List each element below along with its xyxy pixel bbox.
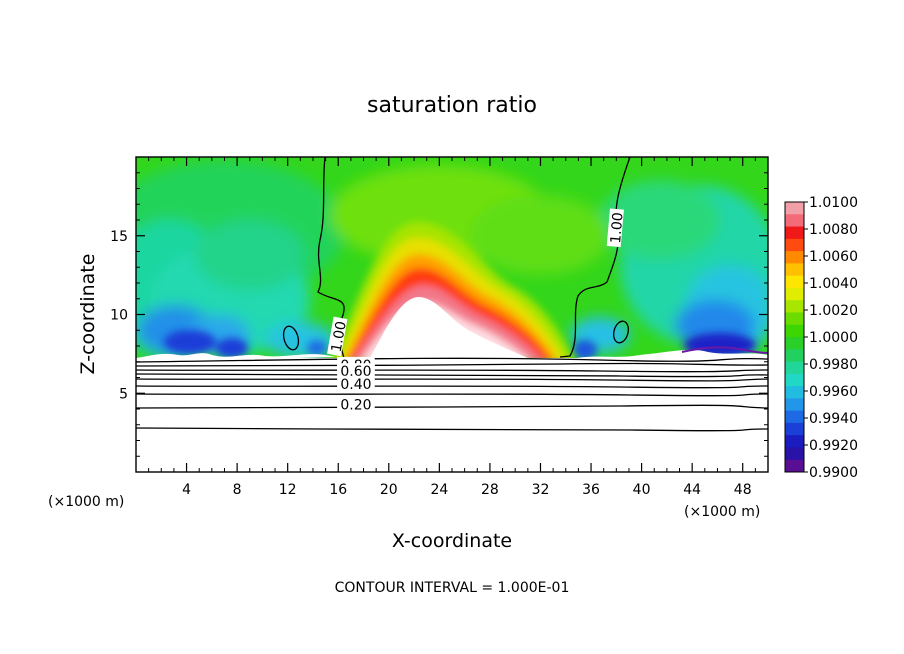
contour-label-group: 0.40 — [337, 375, 375, 393]
contour-line — [136, 404, 768, 409]
colorbar-segment — [785, 459, 804, 473]
x-tick-label: 44 — [683, 482, 701, 498]
colorbar-segment — [785, 300, 804, 313]
contour-label-bg — [606, 208, 624, 248]
colorbar-segment — [785, 275, 804, 289]
colorbar-label: 0.9980 — [809, 357, 858, 373]
colorbar-segment — [785, 398, 804, 412]
colorbar: 1.0100 1.0080 1.0060 1.0040 1.0020 1.0000 0.99… — [784, 195, 858, 481]
colorbar-label: 0.9920 — [809, 438, 858, 454]
colorbar-segment — [785, 422, 804, 436]
colorbar-segment — [785, 251, 804, 264]
colorbar-segment — [785, 214, 804, 228]
contour-line — [136, 393, 768, 397]
x-tick-label: 40 — [633, 482, 651, 498]
field-patch — [600, 180, 720, 260]
x-axis-label: X-coordinate — [392, 530, 512, 552]
colorbar-label: 1.0000 — [809, 330, 858, 346]
y-tick-label: 15 — [110, 229, 128, 245]
y-tick-label: 10 — [110, 308, 128, 324]
colorbar-segment — [785, 263, 804, 277]
contour-line — [136, 427, 768, 432]
contour-interval-note: CONTOUR INTERVAL = 1.000E-01 — [335, 580, 570, 596]
colorbar-segment — [785, 202, 804, 215]
colorbar-label: 1.0060 — [809, 249, 858, 265]
colorbar-segment — [785, 324, 804, 338]
contour-label-group: 0.20 — [337, 396, 375, 413]
contour-label: 1.00 — [608, 212, 627, 244]
y-axis-label: Z-coordinate — [77, 254, 99, 375]
colorbar-segment — [785, 386, 804, 399]
field-patch — [307, 340, 327, 356]
colorbar-segment — [785, 435, 804, 448]
x-tick-label: 12 — [279, 482, 297, 498]
x-tick-label: 32 — [532, 482, 550, 498]
colorbar-segment — [785, 361, 804, 375]
field-patch — [573, 340, 597, 360]
x-tick-label: 20 — [380, 482, 398, 498]
x-tick-label: 24 — [430, 482, 448, 498]
colorbar-label: 1.0040 — [809, 276, 858, 292]
y-tick-label: 5 — [119, 386, 128, 402]
contour-label-layer: 1.001.000.800.600.400.20 — [327, 208, 627, 413]
colorbar-segment — [785, 238, 804, 252]
colorbar-label: 1.0080 — [809, 222, 858, 238]
x-unit-label: (×1000 m) — [48, 494, 124, 510]
colorbar-segment — [785, 226, 804, 240]
colorbar-label: 0.9940 — [809, 411, 858, 427]
colorbar-label: 0.9900 — [809, 465, 858, 481]
x-tick-label: 36 — [582, 482, 600, 498]
contour-line — [136, 373, 768, 378]
colorbar-segment — [785, 410, 804, 424]
contour-label-bg — [337, 396, 375, 411]
contour-label-group: 1.00 — [327, 316, 350, 357]
contour-label: 0.20 — [340, 397, 371, 413]
contour-label-bg — [337, 363, 375, 378]
contour-label: 0.40 — [340, 377, 371, 393]
contour-label: 1.00 — [329, 320, 350, 353]
contour-line — [136, 357, 768, 363]
contour-closed-loop — [282, 325, 300, 351]
colorbar-segment — [785, 373, 804, 387]
colorbar-segment — [785, 349, 804, 363]
field-edge — [560, 349, 768, 362]
field-patch — [195, 220, 305, 290]
contour-closed-loop — [613, 320, 629, 344]
x-tick-label: 48 — [734, 482, 752, 498]
colorbar-label: 1.0020 — [809, 303, 858, 319]
field-patch — [164, 330, 216, 354]
field-patch — [216, 338, 248, 358]
colorbar-segment — [785, 337, 804, 350]
contour-label-group: 1.00 — [606, 208, 627, 248]
contour-label-bg — [337, 375, 375, 390]
chart-title: saturation ratio — [367, 93, 537, 118]
colorbar-segment — [785, 447, 804, 461]
x-tick-label: 16 — [329, 482, 347, 498]
contour-line — [136, 369, 768, 373]
colorbar-segment — [785, 287, 804, 301]
saturation-field — [136, 157, 768, 472]
subsaturated-core — [368, 297, 532, 362]
contour-label-bg — [327, 316, 348, 357]
colorbar-label: 0.9960 — [809, 384, 858, 400]
colorbar-segment — [785, 312, 804, 326]
x-tick-label: 8 — [233, 482, 242, 498]
colorbar-label: 1.0100 — [809, 195, 858, 211]
contour-line — [136, 385, 768, 389]
y-unit-label: (×1000 m) — [684, 504, 760, 520]
field-edge-rim — [681, 346, 768, 354]
y-axis: 5 10 15 — [110, 172, 768, 457]
x-tick-label: 4 — [182, 482, 191, 498]
contour-line — [136, 362, 768, 367]
x-axis: 4 8 12 16 20 24 28 32 36 40 44 48 — [148, 157, 756, 498]
field-edge — [136, 353, 335, 362]
contour-line — [136, 378, 768, 382]
x-tick-label: 28 — [481, 482, 499, 498]
contour-lines — [136, 157, 768, 432]
field-patch — [470, 195, 610, 275]
